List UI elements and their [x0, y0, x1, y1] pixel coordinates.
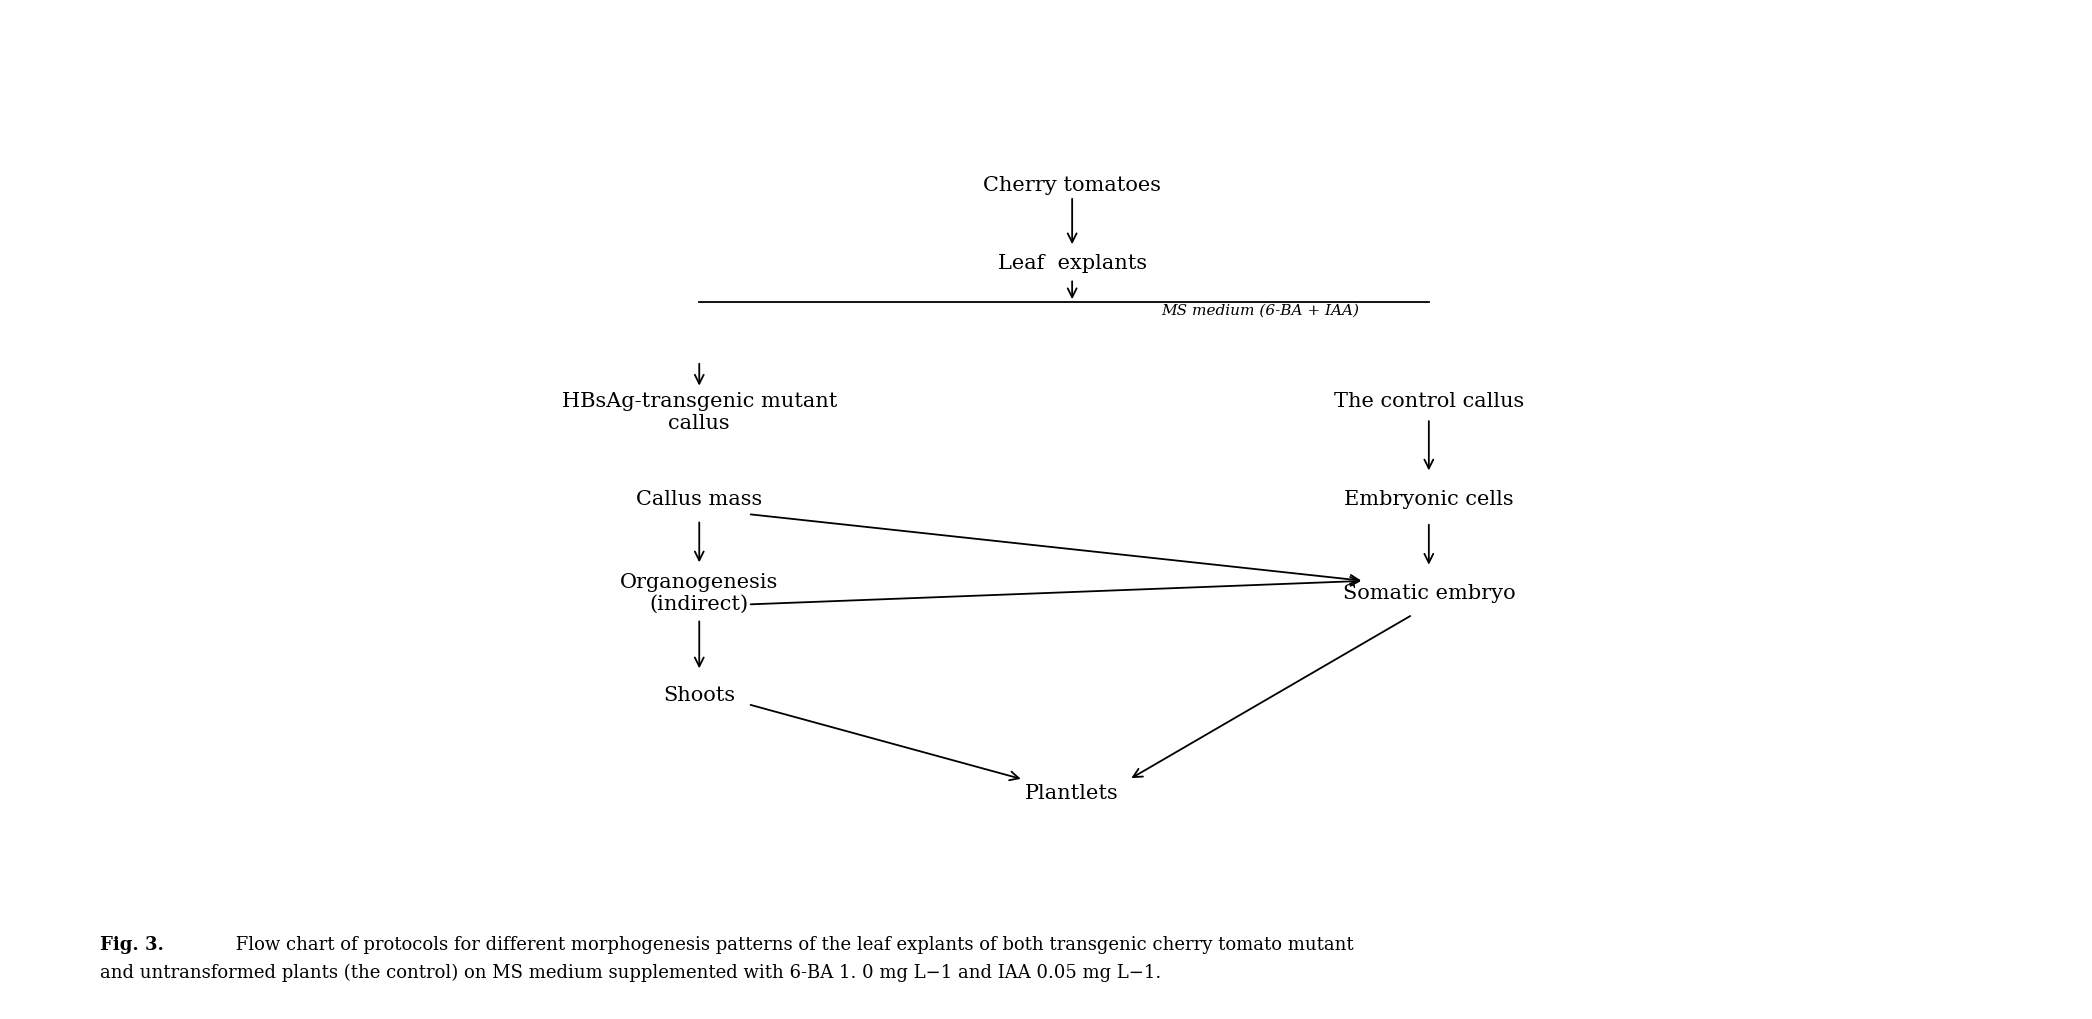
- Text: Somatic embryo: Somatic embryo: [1343, 584, 1515, 602]
- Text: HBsAg-transgenic mutant
callus: HBsAg-transgenic mutant callus: [561, 392, 837, 433]
- Text: Cherry tomatoes: Cherry tomatoes: [983, 175, 1161, 195]
- Text: Shoots: Shoots: [663, 686, 734, 704]
- Text: Organogenesis
(indirect): Organogenesis (indirect): [619, 573, 778, 613]
- Text: and untransformed plants (the control) on MS medium supplemented with 6-BA 1. 0 : and untransformed plants (the control) o…: [100, 963, 1161, 981]
- Text: Callus mass: Callus mass: [636, 489, 761, 508]
- Text: Embryonic cells: Embryonic cells: [1343, 489, 1515, 508]
- Text: Plantlets: Plantlets: [1025, 784, 1119, 803]
- Text: Flow chart of protocols for different morphogenesis patterns of the leaf explant: Flow chart of protocols for different mo…: [230, 935, 1354, 954]
- Text: Leaf  explants: Leaf explants: [998, 254, 1146, 273]
- Text: The control callus: The control callus: [1335, 391, 1523, 411]
- Text: MS medium (6-BA + IAA): MS medium (6-BA + IAA): [1161, 304, 1360, 318]
- Text: Fig. 3.: Fig. 3.: [100, 935, 165, 954]
